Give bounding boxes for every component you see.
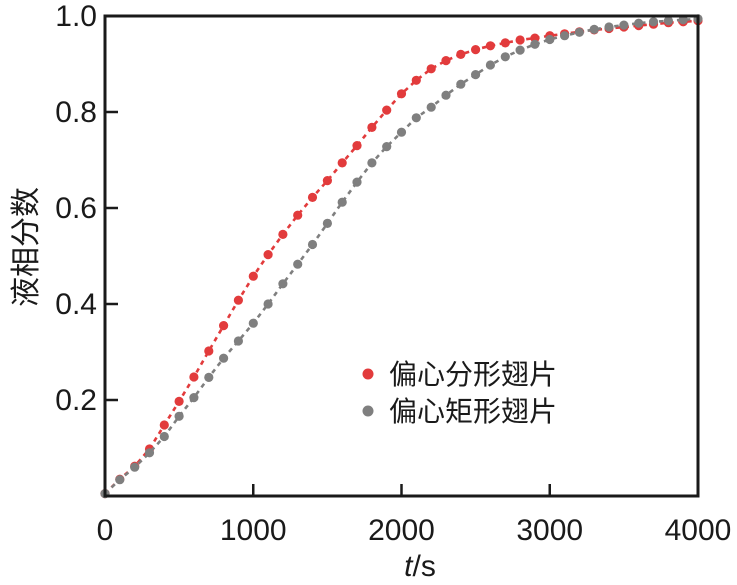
data-point [500, 38, 510, 48]
legend-gray-circle-icon [362, 405, 374, 417]
data-point [204, 372, 214, 382]
legend-label-fractal-fin: 偏心分形翅片 [389, 359, 557, 391]
data-point [159, 431, 169, 442]
x-tick-label: 0 [97, 514, 114, 547]
data-point [411, 75, 421, 85]
data-point [515, 45, 525, 55]
series-markers-rect [100, 14, 703, 499]
data-point [352, 141, 362, 151]
y-axis-title: 液相分数 [10, 187, 43, 307]
data-point [500, 52, 510, 62]
data-point [663, 16, 674, 26]
y-tick-label: 0.8 [55, 96, 97, 129]
data-point [144, 448, 155, 458]
data-point [411, 113, 421, 123]
x-tick-label: 1000 [220, 514, 287, 547]
data-point [367, 158, 377, 168]
data-point [219, 321, 229, 331]
y-tick-label: 1.0 [55, 0, 97, 33]
data-point [248, 271, 258, 281]
y-tick-label: 0.6 [55, 192, 97, 225]
data-point [115, 475, 125, 485]
data-point [130, 462, 140, 472]
x-tick-label: 2000 [368, 514, 435, 547]
data-point [441, 56, 451, 66]
data-point [337, 158, 347, 168]
data-point [456, 79, 466, 89]
data-point [456, 49, 466, 60]
data-point [396, 127, 407, 137]
legend-label-rect-fin: 偏心矩形翅片 [389, 396, 557, 428]
data-point [159, 420, 169, 430]
data-point [189, 372, 199, 382]
data-point [471, 45, 481, 55]
x-axis-title: t/s [404, 550, 436, 583]
series-layer [100, 14, 703, 499]
data-point [545, 34, 555, 45]
data-point [248, 318, 258, 328]
legend: 偏心分形翅片 偏心矩形翅片 [362, 359, 557, 428]
x-axis-title-variable: t [404, 550, 414, 583]
data-point [485, 60, 495, 70]
data-point [233, 336, 243, 346]
data-point [263, 250, 273, 260]
data-point [530, 39, 540, 49]
data-point [337, 197, 347, 207]
data-point [382, 105, 392, 115]
data-point [307, 192, 318, 202]
data-point [367, 122, 377, 132]
data-point [263, 299, 273, 309]
data-point [396, 89, 407, 99]
data-point [322, 218, 332, 228]
data-point [174, 396, 184, 406]
y-tick-label: 0.4 [55, 288, 97, 321]
data-point [293, 210, 303, 220]
data-point [560, 31, 570, 41]
data-point [233, 295, 243, 305]
data-point [574, 27, 585, 37]
x-tick-label: 3000 [516, 514, 583, 547]
data-point [278, 279, 288, 289]
data-point [604, 22, 614, 32]
x-tick-label: 4000 [665, 514, 732, 547]
data-point [471, 70, 481, 80]
data-point [648, 17, 659, 27]
data-point [352, 177, 362, 187]
data-point [426, 102, 436, 112]
data-point [278, 229, 288, 239]
data-point [307, 239, 318, 250]
data-point [293, 259, 303, 269]
data-point [426, 64, 436, 74]
data-point [589, 24, 599, 34]
x-axis-title-unit: /s [413, 550, 436, 583]
data-point [441, 90, 451, 100]
data-point [485, 41, 495, 51]
data-point [204, 346, 214, 356]
y-tick-label: 0.2 [55, 384, 97, 417]
data-point [189, 393, 199, 403]
data-point [322, 176, 332, 186]
data-point [174, 411, 184, 421]
data-point [219, 353, 229, 363]
data-point [619, 20, 629, 30]
ticks-layer: 0 1000 2000 3000 4000 0.2 0.4 0.6 0.8 1.0 [55, 0, 731, 547]
data-point [634, 18, 644, 28]
data-point [515, 35, 525, 45]
legend-red-circle-icon [362, 368, 374, 380]
data-point [382, 142, 392, 152]
